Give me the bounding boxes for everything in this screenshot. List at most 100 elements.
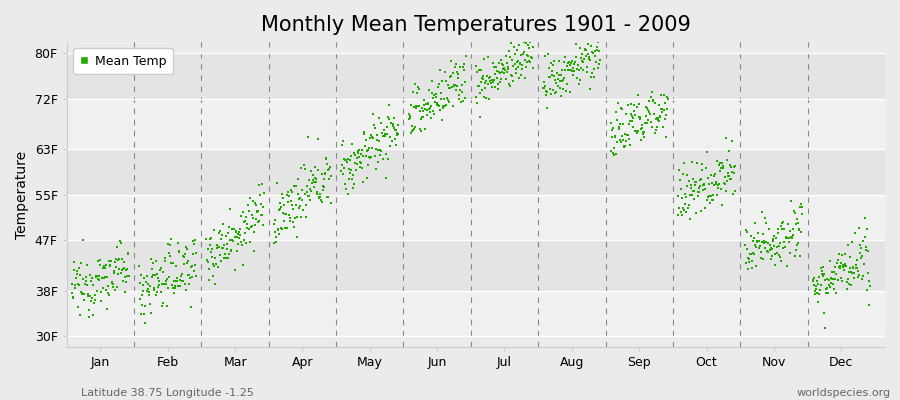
Point xyxy=(572,77,587,83)
Point xyxy=(315,187,329,193)
Point xyxy=(423,105,437,112)
Point xyxy=(309,179,323,186)
Point xyxy=(746,250,760,256)
Point xyxy=(442,85,456,92)
Point xyxy=(500,64,515,70)
Point xyxy=(144,310,158,316)
Point xyxy=(178,281,193,287)
Point xyxy=(383,143,398,150)
Point xyxy=(341,156,356,162)
Point xyxy=(186,251,201,258)
Point xyxy=(760,248,774,254)
Point xyxy=(511,74,526,81)
Point xyxy=(508,70,523,76)
Point xyxy=(838,251,852,257)
Point xyxy=(653,92,668,98)
Point xyxy=(830,260,844,266)
Point xyxy=(541,64,555,71)
Point xyxy=(429,100,444,106)
Point xyxy=(776,245,790,252)
Point xyxy=(817,271,832,277)
Point xyxy=(813,286,827,293)
Point xyxy=(810,290,824,296)
Point xyxy=(591,48,606,54)
Point xyxy=(616,121,630,128)
Point xyxy=(560,62,574,69)
Point xyxy=(218,251,232,258)
Point xyxy=(855,253,869,259)
Point xyxy=(434,96,448,102)
Point xyxy=(148,284,162,291)
Point xyxy=(150,275,165,282)
Point xyxy=(570,75,584,81)
Point xyxy=(793,252,807,259)
Point xyxy=(418,101,433,107)
Point xyxy=(593,57,608,64)
Point xyxy=(345,140,359,147)
Point xyxy=(785,235,799,241)
Point xyxy=(155,302,169,309)
Point xyxy=(133,272,148,278)
Point xyxy=(440,95,454,101)
Point xyxy=(773,254,788,260)
Point xyxy=(345,175,359,182)
Point xyxy=(68,282,83,288)
Point xyxy=(715,165,729,172)
Point xyxy=(363,155,377,162)
Point xyxy=(225,237,239,244)
Point xyxy=(427,108,441,114)
Point xyxy=(757,238,771,244)
Point xyxy=(379,175,393,181)
Point xyxy=(807,288,822,294)
Point xyxy=(811,298,825,305)
Point xyxy=(139,303,153,309)
Point xyxy=(705,180,719,186)
Point xyxy=(688,210,703,216)
Point xyxy=(486,60,500,67)
Point xyxy=(210,242,224,248)
Point xyxy=(557,75,572,82)
Point xyxy=(244,223,258,229)
Point xyxy=(657,92,671,98)
Point xyxy=(283,218,297,224)
Point xyxy=(291,176,305,182)
Point xyxy=(477,94,491,100)
Point xyxy=(188,237,202,244)
Point xyxy=(77,280,92,287)
Point xyxy=(148,292,163,299)
Point xyxy=(66,294,80,301)
Point xyxy=(812,291,826,297)
Point xyxy=(698,205,712,211)
Point xyxy=(266,240,281,246)
Point xyxy=(109,256,123,262)
Point xyxy=(351,147,365,154)
Point xyxy=(120,272,134,279)
Point xyxy=(318,170,332,176)
Point xyxy=(472,90,487,96)
Point xyxy=(835,264,850,270)
Point xyxy=(590,64,605,71)
Point xyxy=(558,53,572,60)
Point xyxy=(139,278,153,285)
Point xyxy=(169,278,184,284)
Point xyxy=(205,261,220,268)
Point xyxy=(673,176,688,183)
Point xyxy=(574,65,589,72)
Point xyxy=(221,251,236,257)
Point xyxy=(426,95,440,101)
Point xyxy=(219,232,233,239)
Point xyxy=(163,253,177,259)
Point xyxy=(181,272,195,279)
Point xyxy=(286,206,301,212)
Point xyxy=(335,142,349,148)
Point xyxy=(712,162,726,168)
Point xyxy=(154,288,168,295)
Bar xyxy=(67,98,885,149)
Point xyxy=(855,276,869,282)
Point xyxy=(379,151,393,158)
Point xyxy=(223,206,238,213)
Point xyxy=(710,157,724,164)
Point xyxy=(365,145,380,151)
Point xyxy=(100,306,114,312)
Point xyxy=(140,288,154,294)
